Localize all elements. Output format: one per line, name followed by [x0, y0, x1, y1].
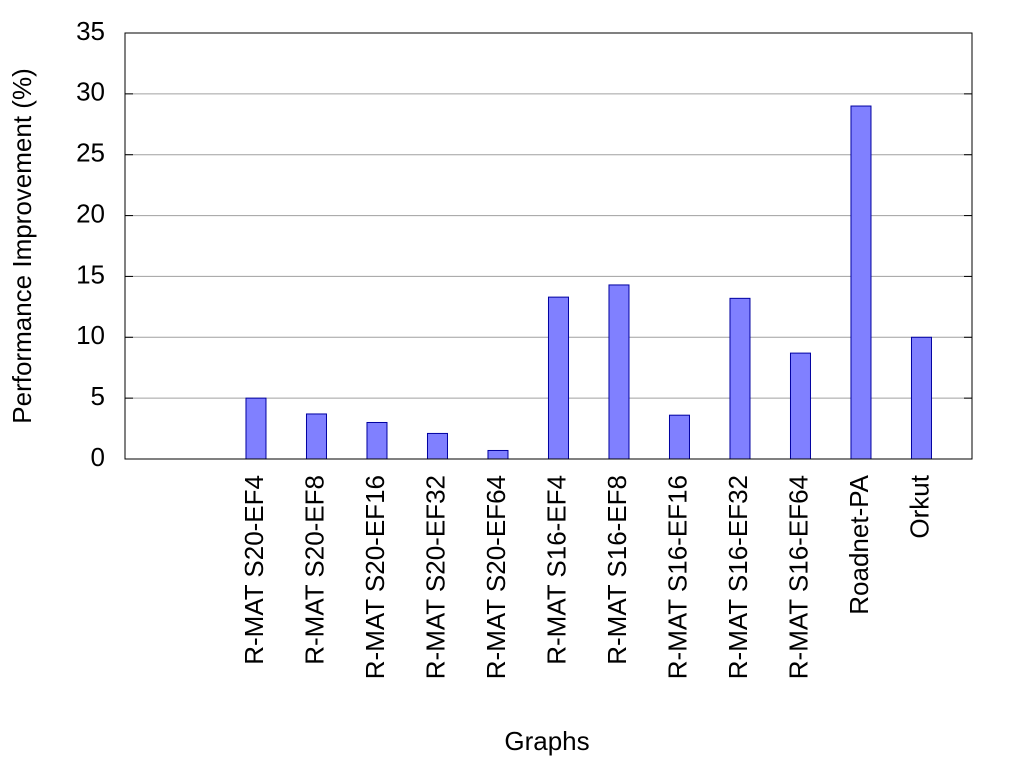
bar [668, 414, 690, 460]
x-tick-label: R-MAT S16-EF16 [662, 475, 692, 679]
plot-frame [124, 32, 973, 460]
y-tick-label: 25 [76, 138, 105, 168]
x-tick-label: R-MAT S16-EF32 [723, 475, 753, 679]
x-tick-label: R-MAT S20-EF4 [239, 475, 269, 665]
bar [426, 432, 448, 460]
y-axis-label: Performance Improvement (%) [7, 68, 37, 423]
x-tick-label: Orkut [904, 474, 934, 538]
bar [789, 352, 811, 460]
x-tick-label: R-MAT S16-EF4 [541, 475, 571, 665]
bar [608, 284, 630, 460]
y-tick-label: 15 [76, 259, 105, 289]
x-tick-label: R-MAT S16-EF8 [602, 475, 632, 665]
x-tick-label: R-MAT S16-EF64 [783, 475, 813, 679]
y-tick-label: 35 [76, 16, 105, 46]
y-tick-label: 30 [76, 77, 105, 107]
x-tick-label: R-MAT S20-EF16 [360, 475, 390, 679]
bar [729, 297, 751, 460]
bar [366, 421, 388, 460]
y-tick-label: 5 [91, 381, 105, 411]
bar [910, 336, 932, 460]
x-tick-label: R-MAT S20-EF8 [299, 475, 329, 665]
bar [547, 296, 569, 460]
y-tick-label: 0 [91, 442, 105, 472]
y-tick-label: 10 [76, 320, 105, 350]
bar [850, 105, 872, 460]
bar [305, 413, 327, 460]
y-tick-label: 20 [76, 198, 105, 228]
x-tick-label: R-MAT S20-EF32 [420, 475, 450, 679]
x-axis-label: Graphs [504, 726, 589, 756]
x-tick-label: R-MAT S20-EF64 [481, 475, 511, 679]
bar [487, 449, 509, 460]
bar [245, 397, 267, 460]
x-tick-label: Roadnet-PA [844, 474, 874, 614]
